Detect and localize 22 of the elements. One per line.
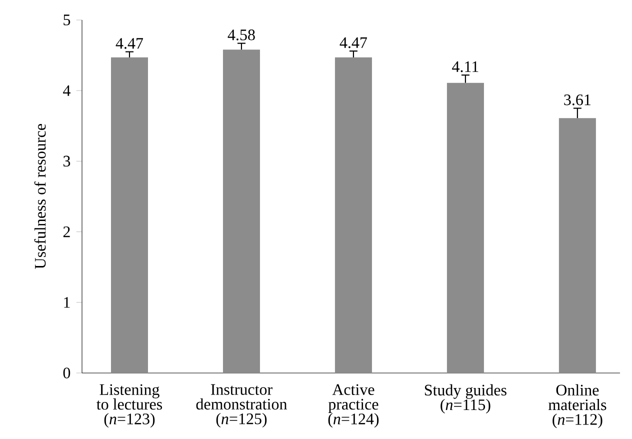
bar: [334, 57, 372, 373]
bar: [110, 57, 148, 373]
x-tick-label: Active practice (n=124): [328, 384, 379, 428]
x-tick-label: Listening to lectures (n=123): [96, 384, 162, 428]
y-tick-label: 4: [63, 85, 70, 96]
data-label: 3.61: [564, 94, 590, 106]
data-label: 4.47: [340, 37, 367, 48]
y-tick-label: 5: [64, 14, 70, 26]
y-tick-label: 2: [63, 226, 70, 238]
data-label: 4.47: [116, 38, 144, 49]
y-axis-title: Usefulness of resource: [34, 124, 46, 269]
bar: [222, 50, 260, 373]
data-label: 4.11: [452, 61, 478, 72]
bar: [446, 82, 484, 373]
y-tick-label: 1: [64, 297, 70, 308]
data-label: 4.58: [228, 29, 255, 40]
y-tick-label: 0: [63, 368, 70, 378]
y-tick-label: 3: [63, 156, 70, 167]
x-tick-label: Instructor demonstration (n=125): [196, 384, 288, 428]
x-tick-label: Study guides (n=115): [424, 384, 506, 414]
x-tick-label: Online materials (n=112): [548, 384, 606, 428]
bar: [558, 118, 596, 373]
